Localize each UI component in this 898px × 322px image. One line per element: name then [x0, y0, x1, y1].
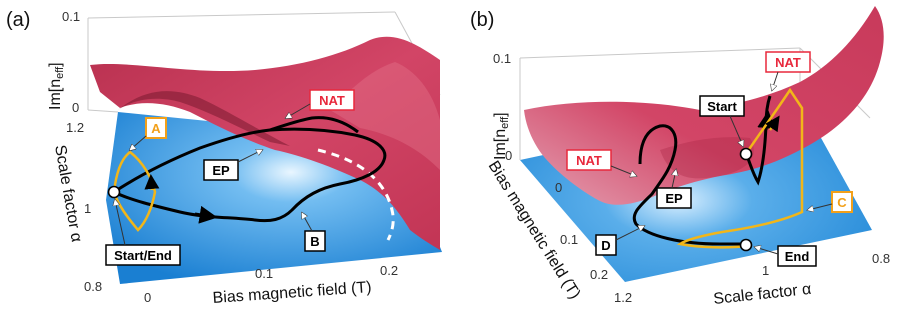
panel-a-callout-b: B	[302, 213, 326, 252]
panel-b-y-tick-1: 0	[555, 180, 562, 195]
panel-b-label: (b)	[470, 9, 494, 31]
panel-a-trajectory-upper	[269, 116, 359, 134]
panel-a-callout-nat: NAT	[286, 89, 355, 118]
panel-b-callout-nat-top: NAT	[765, 51, 811, 90]
panel-b-callout-d-text: D	[601, 238, 610, 253]
panel-b-callout-d: D	[595, 226, 644, 256]
panel-b-callout-nat-top-text: NAT	[775, 55, 801, 70]
panel-b-trajectory	[632, 124, 746, 246]
panel-a-red-highlight	[330, 62, 440, 170]
panel-b-callout-start: Start	[699, 95, 745, 146]
panel-b-x-axis-label: Scale factor α	[713, 281, 812, 308]
panel-b-yellow-arrow	[765, 115, 780, 133]
panel-b-callout-nat-left-text: NAT	[576, 153, 602, 168]
panel-a-y-axis-label: Scale factor α	[51, 144, 85, 244]
panel-a-z-tick-bottom: 0	[72, 100, 79, 115]
panel-b-callout-ep-text: EP	[665, 191, 683, 206]
panel-a-trajectory-arrow	[194, 205, 218, 224]
panel-a-label: (a)	[6, 9, 30, 31]
panel-a-red-fold	[118, 91, 290, 146]
panel-a-start-end-point	[107, 185, 121, 199]
panel-b-callout-c-text: C	[837, 195, 847, 210]
panel-b-z-tick-bottom: 0	[505, 148, 512, 163]
panel-a-x-axis-label: Bias magnetic field (T)	[212, 279, 372, 307]
panel-a-yellow-arrow	[144, 174, 160, 191]
panel-b-red-surface	[524, 6, 884, 205]
panel-a-y-tick-1: 1.2	[66, 120, 84, 135]
panel-a-callout-ep: EP	[203, 150, 262, 181]
panel-a-y-tick-3: 0.8	[84, 279, 102, 294]
panel-a-callout-ep-text: EP	[212, 163, 230, 178]
panel-a-callout-a-text: A	[151, 121, 161, 136]
panel-a-z-axis-label: Im[neff]	[47, 62, 66, 110]
panel-b-start-point	[739, 147, 753, 161]
panel-b-callout-c: C	[808, 191, 853, 213]
panel-a-x-tick-2: 0.1	[255, 266, 273, 281]
panel-b-callout-nat-left: NAT	[566, 149, 636, 176]
panel-b-callout-start-text: Start	[707, 99, 737, 114]
panel-a-z-tick-top: 0.1	[62, 9, 80, 24]
panel-b-z-axis-label: Im[neff]	[492, 112, 511, 160]
panel-b-trajectory-right	[744, 95, 772, 186]
panel-b-callout-ep: EP	[656, 170, 692, 209]
panel-b-callout-end-text: End	[785, 249, 810, 264]
panel-b-y-tick-2: 0.1	[560, 232, 578, 247]
panel-a-x-tick-1: 0	[144, 290, 151, 305]
panel-a-y-tick-2: 1	[84, 201, 91, 216]
panel-a-callout-start-end: Start/End	[105, 200, 181, 266]
panel-a-callout-nat-text: NAT	[319, 93, 345, 108]
panel-b-x-tick-3: 0.8	[872, 251, 890, 266]
panel-a-callout-b-text: B	[310, 234, 319, 249]
panel-b: (b) NAT Start	[470, 6, 890, 308]
panel-a-callout-a: A	[130, 117, 167, 150]
panel-a-callout-start-end-text: Start/End	[114, 248, 172, 263]
panel-b-callout-end: End	[755, 246, 817, 267]
panel-b-red-shade	[660, 137, 754, 179]
panel-a-x-tick-3: 0.2	[380, 263, 398, 278]
panel-b-y-tick-3: 0.2	[590, 267, 608, 282]
panel-b-z-tick-top: 0.1	[493, 51, 511, 66]
panel-b-yellow-loop	[676, 87, 804, 249]
panel-b-end-point	[739, 238, 753, 252]
panel-a: (a) A EP	[6, 9, 442, 307]
panel-b-x-tick-1: 1.2	[614, 290, 632, 305]
panel-a-dashed-branch	[317, 148, 395, 241]
panel-b-x-tick-2: 1	[762, 263, 769, 278]
panel-a-yellow-loop	[112, 150, 157, 232]
